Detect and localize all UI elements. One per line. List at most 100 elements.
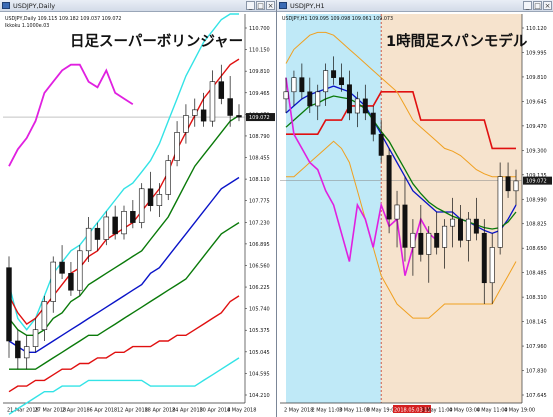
candle-body <box>465 218 471 241</box>
price-tick-label: 109.135 <box>526 173 547 179</box>
candle-body <box>94 227 101 240</box>
series-line-2 <box>8 114 240 336</box>
date-tick-label: 4 May 2018 <box>227 408 256 414</box>
date-tick-label: 18 Apr 2018 <box>145 408 176 414</box>
maximize-button[interactable]: □ <box>533 1 542 10</box>
candle-body <box>458 218 463 241</box>
candle-body <box>85 227 92 252</box>
price-tick-label: 110.700 <box>249 26 270 32</box>
candle-body <box>473 218 479 234</box>
date-tick-label: 2018.05.03 11:00 <box>394 408 439 414</box>
candle-body <box>192 109 198 116</box>
candle-body <box>299 77 305 93</box>
current-price-label: 109.072 <box>249 115 270 121</box>
minimize-button[interactable]: _ <box>246 1 255 10</box>
date-tick-label: 12 Apr 2018 <box>117 408 148 414</box>
maximize-button[interactable]: □ <box>256 1 265 10</box>
candle-body <box>227 98 233 116</box>
price-tick-label: 108.455 <box>249 156 270 162</box>
price-tick-label: 105.740 <box>249 307 270 313</box>
candle-body <box>481 232 487 284</box>
price-tick-label: 110.150 <box>249 48 270 54</box>
series-line-6 <box>8 357 240 415</box>
candle-body <box>410 232 416 248</box>
candle-body <box>50 261 56 302</box>
price-tick-label: 107.830 <box>526 369 547 375</box>
candle-body <box>489 247 495 284</box>
date-tick-label: 3 May 11:00 <box>422 408 453 414</box>
date-tick-label: 3 May 11:00 <box>339 408 370 414</box>
daily-window-title: USDJPY,Daily <box>13 2 56 10</box>
candle-body <box>77 250 83 291</box>
hourly-chart-annotation: 1時間足スパンモデル <box>386 34 528 50</box>
price-tick-label: 109.470 <box>526 124 547 130</box>
series-line-7 <box>8 63 134 167</box>
candle-body <box>121 211 127 235</box>
current-price-box <box>246 113 275 122</box>
candle-body <box>513 180 519 192</box>
price-tick-label: 109.300 <box>526 148 547 154</box>
date-tick-label: 24 Apr 2018 <box>172 408 203 414</box>
candle-body <box>200 109 207 122</box>
candle-body <box>402 204 408 248</box>
candle-body <box>147 188 154 206</box>
price-tick-label: 105.375 <box>249 328 270 334</box>
price-tick-label: 108.790 <box>249 134 270 140</box>
indicator-info-line: Ikkoku 1.1000e.03 <box>5 23 49 29</box>
candle-body <box>283 91 289 100</box>
close-button[interactable]: × <box>543 1 552 10</box>
series-line-5 <box>285 77 438 276</box>
series-line-5 <box>8 295 240 393</box>
close-button[interactable]: × <box>266 1 275 10</box>
hourly-window-title: USDJPY,H1 <box>290 2 325 10</box>
candle-body <box>339 77 344 86</box>
candle-body <box>331 70 337 78</box>
candle-body <box>505 176 511 192</box>
candle-body <box>354 98 360 114</box>
daily-price-chart[interactable]: 110.700 110.150 109.810 109.465 109.072 108.7… <box>0 12 276 417</box>
candle-body <box>183 115 189 133</box>
candle-body <box>386 155 392 220</box>
candle-body <box>23 346 30 359</box>
hourly-chart-window[interactable]: USDJPY,H1 _ □ × 110.120 109.995 109.810 109… <box>277 0 553 417</box>
price-tick-label: 105.045 <box>249 350 270 356</box>
price-tick-label: 106.560 <box>249 263 270 269</box>
selected-date-highlight <box>393 405 431 413</box>
candle-body <box>362 98 368 114</box>
hourly-window-titlebar[interactable]: USDJPY,H1 _ □ × <box>277 0 553 12</box>
candle-body <box>418 232 424 255</box>
daily-chart-window[interactable]: USDJPY,Daily _ □ × 110.700 110.150 109.810… <box>0 0 276 417</box>
candle-body <box>497 176 503 248</box>
price-tick-label: 108.825 <box>526 222 547 228</box>
candle-body <box>236 115 242 118</box>
candle-body <box>6 267 12 342</box>
series-line-3 <box>285 31 516 178</box>
price-tick-label: 109.995 <box>526 50 547 56</box>
candle-body <box>450 218 456 227</box>
price-tick-label: 109.465 <box>249 91 270 97</box>
price-tick-label: 108.145 <box>526 320 547 326</box>
candle-body <box>426 232 432 255</box>
price-tick-label: 107.230 <box>249 220 270 226</box>
candle-body <box>434 232 440 248</box>
series-line-4 <box>286 140 517 319</box>
daily-chart-annotation: 日足スーパーボリンジャー <box>70 34 244 50</box>
date-tick-label: 3 May 19:00 <box>367 408 398 414</box>
date-tick-label: 6 Apr 2018 <box>90 408 118 414</box>
price-tick-label: 104.210 <box>249 393 270 399</box>
price-tick-label: 109.810 <box>526 75 547 81</box>
date-tick-label: 4 May 11:00 <box>477 408 508 414</box>
hourly-price-chart[interactable]: 110.120 109.995 109.810 109.645 109.470 109.3… <box>277 12 553 417</box>
price-tick-label: 108.650 <box>526 246 547 252</box>
daily-window-titlebar[interactable]: USDJPY,Daily _ □ × <box>0 0 276 12</box>
candle-body <box>138 188 145 223</box>
price-tick-label: 108.110 <box>249 177 270 183</box>
date-tick-label: 4 May 03:00 <box>449 408 480 414</box>
minimize-button[interactable]: _ <box>523 1 532 10</box>
candle-body <box>218 81 225 99</box>
chart-icon <box>279 2 287 9</box>
candle-body <box>156 194 163 206</box>
chart-icon <box>2 2 10 9</box>
series-line-4 <box>9 222 240 370</box>
candle-body <box>15 340 21 359</box>
